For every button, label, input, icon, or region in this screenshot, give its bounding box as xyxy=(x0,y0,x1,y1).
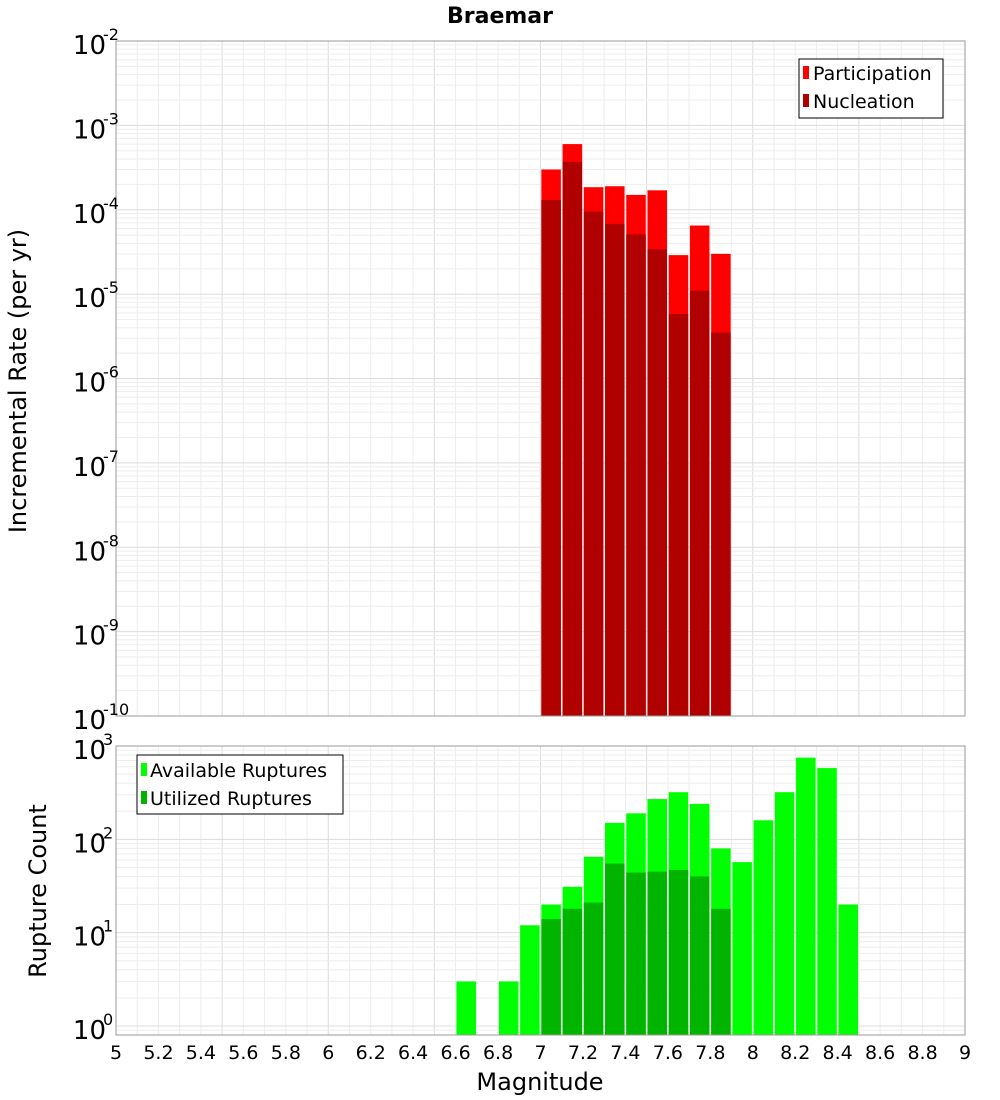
legend-box xyxy=(136,754,344,815)
x-tick-label: 6.2 xyxy=(356,1042,386,1064)
bar-available-ruptures xyxy=(456,981,476,1035)
x-axis-label: Magnitude xyxy=(476,1068,603,1096)
y-tick-label: 10 xyxy=(73,829,106,859)
y-tick-label: 10 xyxy=(73,453,106,483)
x-tick-label: 5.4 xyxy=(186,1042,216,1064)
bar-available-ruptures xyxy=(796,757,816,1035)
bottom-panel-y-axis-label: Rupture Count xyxy=(24,804,52,978)
x-axis-ticks: 5 5.2 5.4 5.6 5.8 6 6.2 6.4 6.6 6.8 7 7.2 7.4 7.6 7.8 8… xyxy=(110,1042,971,1064)
bar-nucleation xyxy=(583,211,604,716)
x-tick-label: 8.8 xyxy=(907,1042,937,1064)
bottom-panel-bars xyxy=(456,757,859,1035)
x-tick-label: 9 xyxy=(959,1042,971,1064)
bar-available-ruptures xyxy=(817,768,837,1035)
bar-utilized-ruptures xyxy=(626,872,646,1035)
legend-label-available-ruptures: Available Ruptures xyxy=(150,760,327,782)
legend-label-nucleation: Nucleation xyxy=(813,91,915,113)
y-tick-label: 10 xyxy=(73,923,106,953)
bar-nucleation xyxy=(562,161,583,716)
bar-nucleation xyxy=(689,290,710,716)
bar-utilized-ruptures xyxy=(647,871,668,1035)
y-tick-label: 10 xyxy=(73,706,106,736)
y-tick-label: 10 xyxy=(73,115,106,145)
bar-utilized-ruptures xyxy=(668,869,689,1035)
x-tick-label: 8.6 xyxy=(865,1042,895,1064)
y-tick-label: 10 xyxy=(73,200,106,230)
bottom-panel-legend: Available Ruptures Utilized Ruptures xyxy=(136,754,344,815)
bar-available-ruptures xyxy=(520,925,540,1035)
y-tick-exponent: -6 xyxy=(103,363,119,382)
y-tick-exponent: -5 xyxy=(103,278,119,297)
x-tick-label: 6.4 xyxy=(398,1042,428,1064)
y-tick-exponent: 3 xyxy=(103,730,113,749)
bar-available-ruptures xyxy=(753,820,774,1035)
bar-available-ruptures xyxy=(732,862,752,1035)
top-panel-y-axis-label: Incremental Rate (per yr) xyxy=(4,229,32,533)
bar-utilized-ruptures xyxy=(541,919,561,1035)
y-tick-label: 10 xyxy=(73,622,106,652)
bar-nucleation xyxy=(711,332,731,716)
bar-available-ruptures xyxy=(838,904,859,1035)
bar-nucleation xyxy=(626,234,646,716)
bar-utilized-ruptures xyxy=(689,876,710,1035)
top-panel-legend: Participation Nucleation xyxy=(798,58,944,119)
y-tick-label: 10 xyxy=(73,369,106,399)
x-tick-label: 5.6 xyxy=(228,1042,258,1064)
y-tick-label: 10 xyxy=(73,736,106,766)
top-panel-grid xyxy=(115,40,966,717)
top-panel-y-ticks: 10-210-310-410-510-610-710-810-910-10 xyxy=(73,25,129,736)
legend-label-participation: Participation xyxy=(813,63,932,85)
bar-utilized-ruptures xyxy=(711,908,731,1035)
top-panel-frame xyxy=(115,40,966,717)
bar-available-ruptures xyxy=(774,792,795,1035)
x-tick-label: 6.6 xyxy=(440,1042,470,1064)
y-tick-label: 10 xyxy=(73,537,106,567)
y-tick-exponent: 2 xyxy=(103,823,113,842)
bar-utilized-ruptures xyxy=(605,863,625,1035)
y-tick-exponent: -7 xyxy=(103,447,119,466)
bar-nucleation xyxy=(605,223,625,716)
legend-label-utilized-ruptures: Utilized Ruptures xyxy=(150,788,312,810)
x-tick-label: 5.8 xyxy=(271,1042,301,1064)
y-tick-exponent: -3 xyxy=(103,109,119,128)
legend-swatch-participation xyxy=(803,66,809,79)
y-tick-exponent: 1 xyxy=(103,917,113,936)
x-tick-label: 7.4 xyxy=(610,1042,640,1064)
legend-swatch-utilized-ruptures xyxy=(141,791,147,804)
y-tick-exponent: -4 xyxy=(103,194,119,213)
y-tick-label: 10 xyxy=(73,284,106,314)
top-panel-bars xyxy=(541,144,731,716)
x-tick-label: 8 xyxy=(747,1042,759,1064)
bar-nucleation xyxy=(541,200,561,716)
bar-available-ruptures xyxy=(498,981,519,1035)
x-tick-label: 8.2 xyxy=(780,1042,810,1064)
bar-utilized-ruptures xyxy=(583,902,604,1035)
x-tick-label: 6 xyxy=(322,1042,334,1064)
x-tick-label: 5 xyxy=(110,1042,122,1064)
legend-swatch-nucleation xyxy=(803,94,809,107)
x-tick-label: 7.6 xyxy=(653,1042,683,1064)
bar-nucleation xyxy=(647,249,668,716)
chart-title: Braemar xyxy=(447,4,553,29)
y-tick-exponent: -2 xyxy=(103,25,119,44)
bar-nucleation xyxy=(668,314,689,716)
bottom-panel-frame xyxy=(115,745,966,1036)
y-tick-exponent: -8 xyxy=(103,531,119,550)
x-tick-label: 7.2 xyxy=(568,1042,598,1064)
legend-box xyxy=(798,58,944,119)
y-tick-exponent: -10 xyxy=(103,700,129,719)
bar-utilized-ruptures xyxy=(562,908,583,1035)
y-tick-label: 10 xyxy=(73,31,106,61)
x-tick-label: 5.2 xyxy=(143,1042,173,1064)
y-tick-label: 10 xyxy=(73,1016,106,1046)
legend-swatch-available-ruptures xyxy=(141,763,147,776)
y-tick-exponent: 0 xyxy=(103,1010,113,1029)
x-tick-label: 8.4 xyxy=(823,1042,853,1064)
x-tick-label: 6.8 xyxy=(483,1042,513,1064)
y-tick-exponent: -9 xyxy=(103,616,119,635)
x-tick-label: 7 xyxy=(534,1042,546,1064)
x-tick-label: 7.8 xyxy=(695,1042,725,1064)
